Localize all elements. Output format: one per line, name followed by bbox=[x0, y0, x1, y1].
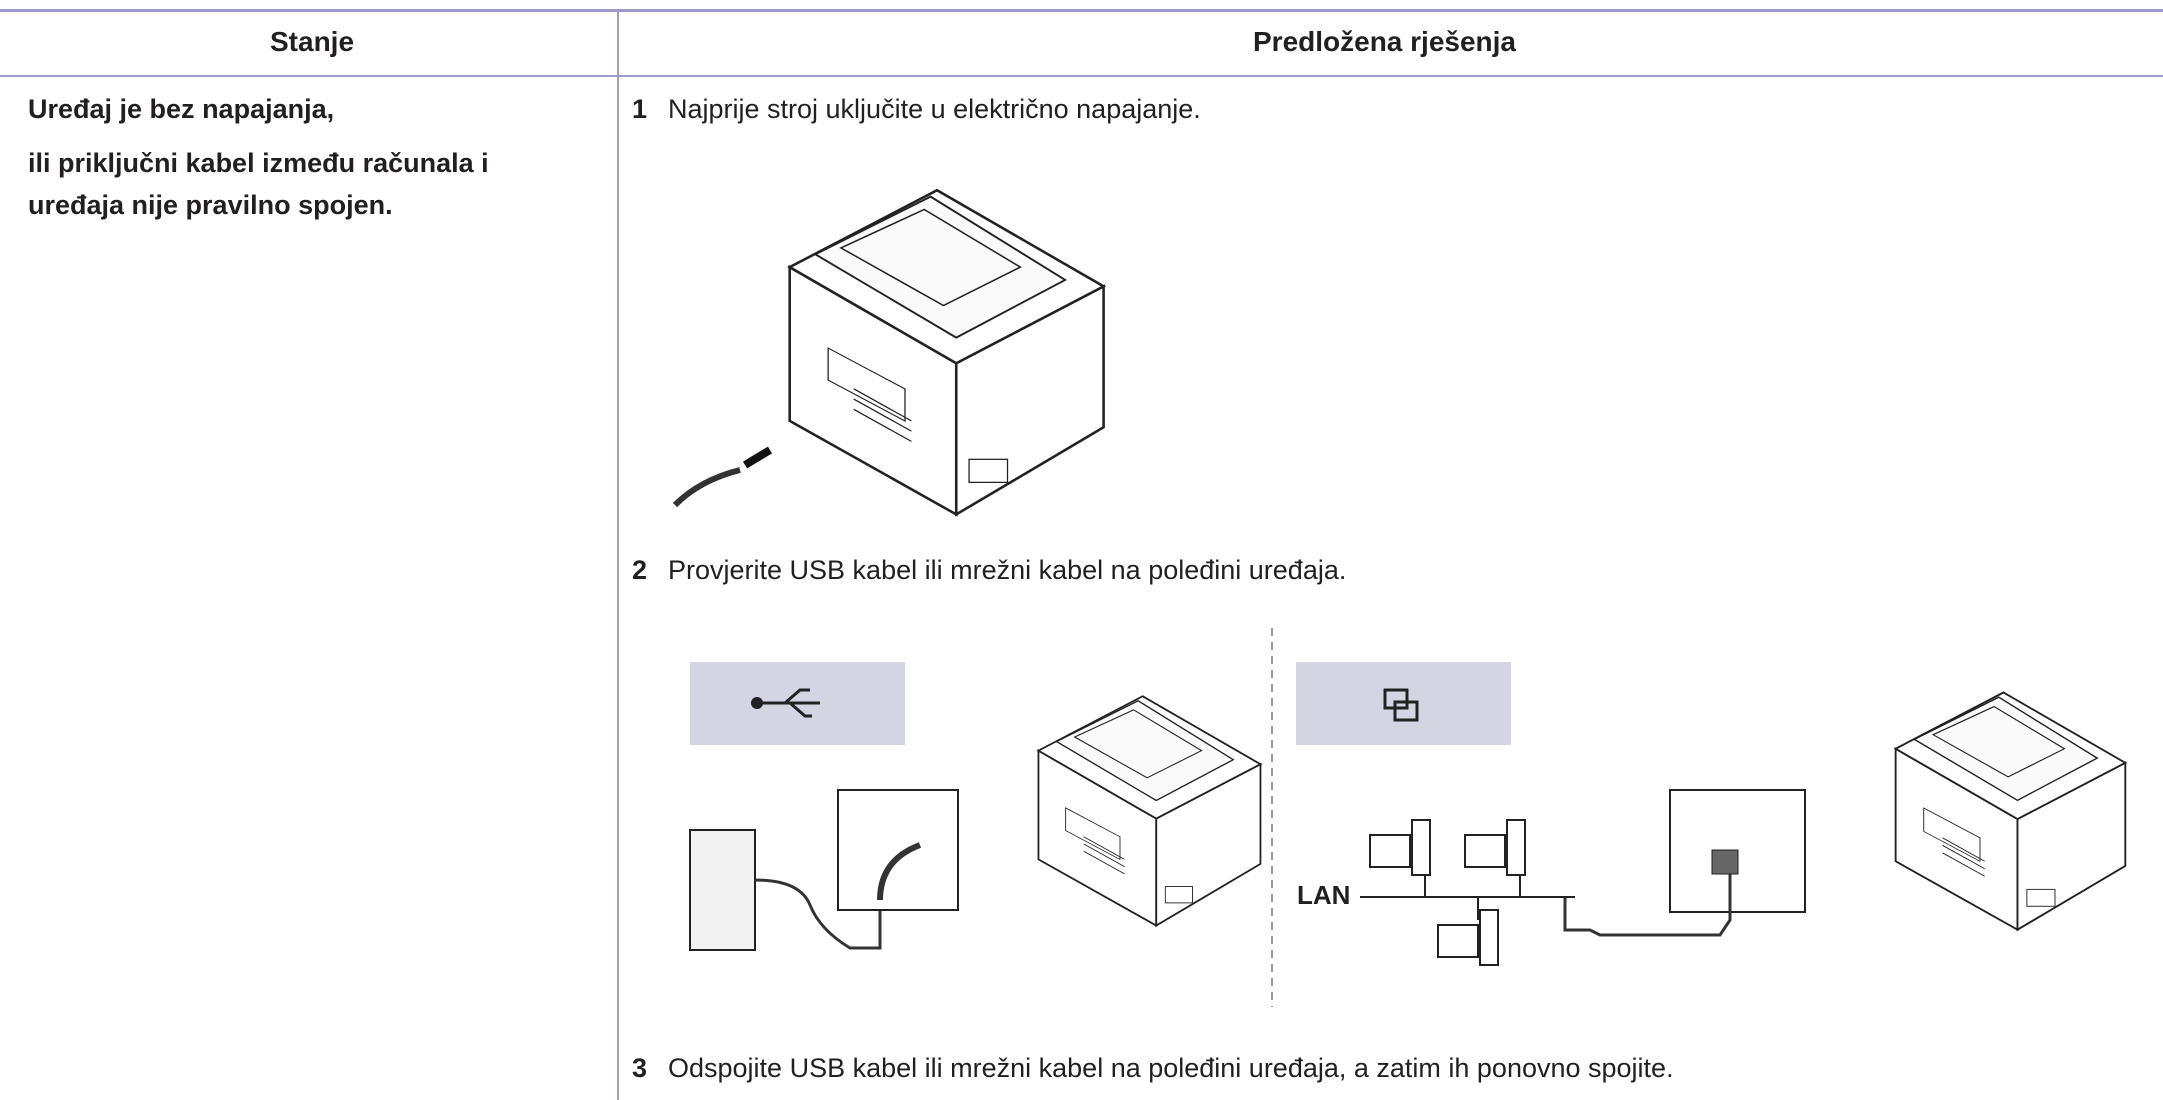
header-cell: Predložena rješenja bbox=[1253, 26, 1517, 57]
step-number: 1 bbox=[632, 94, 648, 124]
step-text: Provjerite USB kabel ili mrežni kabel na… bbox=[668, 555, 1347, 585]
condition-line: Uređaj je bez napajanja, bbox=[28, 94, 335, 124]
condition-line: ili priključni kabel između računala i bbox=[28, 148, 489, 178]
condition-line: uređaja nije pravilno spojen. bbox=[28, 190, 393, 220]
step-text: Najprije stroj uključite u električno na… bbox=[668, 94, 1201, 124]
step-number: 3 bbox=[632, 1053, 648, 1083]
step-number: 2 bbox=[632, 555, 648, 585]
lan-label: LAN bbox=[1297, 880, 1351, 910]
header-cell: Stanje bbox=[270, 26, 355, 57]
step-text: Odspojite USB kabel ili mrežni kabel na … bbox=[668, 1053, 1674, 1083]
